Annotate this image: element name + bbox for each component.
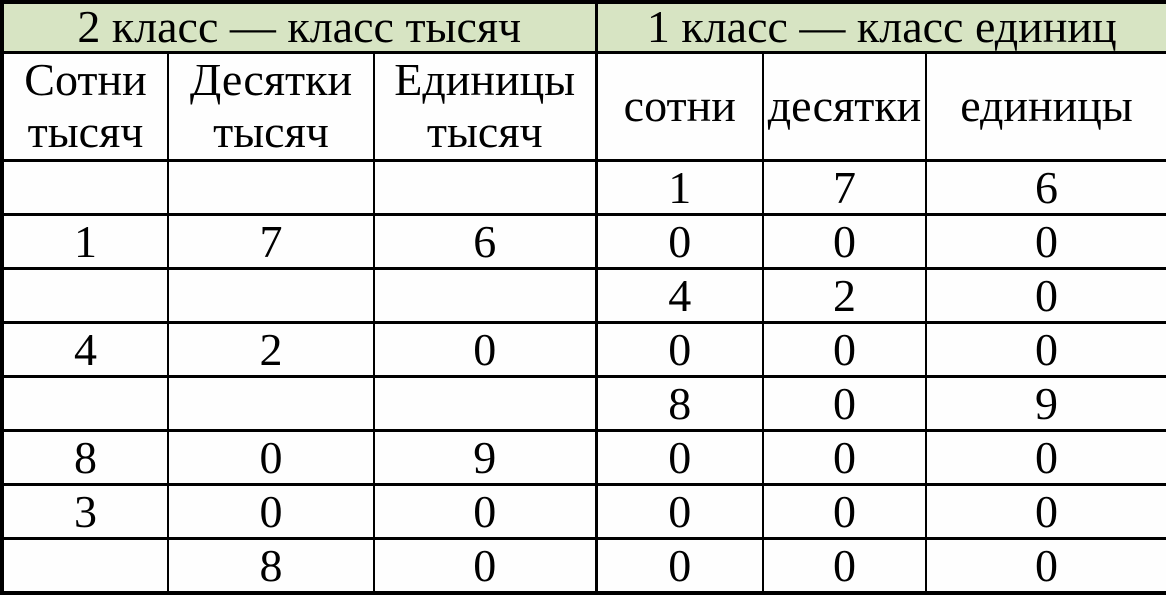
digit-cell [167, 159, 375, 217]
digit-cell: 6 [925, 159, 1166, 217]
digit-cell: 3 [1, 483, 169, 541]
digit-cell: 0 [762, 213, 927, 271]
digit-cell: 0 [762, 375, 927, 433]
digit-cell: 0 [925, 213, 1166, 271]
digit-cell [373, 267, 597, 325]
digit-cell [373, 375, 597, 433]
col-header-hundreds-of-thousands: Сотни тысяч [1, 50, 169, 163]
digit-cell: 0 [167, 429, 375, 487]
digit-cell: 0 [594, 537, 764, 595]
table-row: 1 7 6 0 0 0 [1, 213, 1166, 271]
digit-cell: 0 [762, 537, 927, 595]
digit-cell [373, 159, 597, 217]
class-1-units-header: 1 класс — класс единиц [594, 0, 1166, 54]
digit-cell: 7 [762, 159, 927, 217]
class-header-row: 2 класс — класс тысяч 1 класс — класс ед… [1, 0, 1166, 54]
table-row: 8 0 9 [1, 375, 1166, 433]
digit-cell: 0 [925, 537, 1166, 595]
digit-cell: 0 [925, 321, 1166, 379]
digit-cell [1, 537, 169, 595]
digit-cell: 0 [373, 321, 597, 379]
digit-cell: 6 [373, 213, 597, 271]
digit-cell: 2 [762, 267, 927, 325]
digit-cell: 0 [594, 483, 764, 541]
digit-cell: 0 [762, 483, 927, 541]
digit-cell: 9 [373, 429, 597, 487]
digit-cell [167, 267, 375, 325]
digit-cell: 2 [167, 321, 375, 379]
table-row: 4 2 0 0 0 0 [1, 321, 1166, 379]
col-header-units-of-thousands: Единицы тысяч [373, 50, 597, 163]
digit-cell: 8 [1, 429, 169, 487]
digit-cell: 0 [373, 483, 597, 541]
digit-cell [1, 375, 169, 433]
digit-cell: 0 [762, 429, 927, 487]
col-header-units: единицы [925, 50, 1166, 163]
digit-cell: 4 [1, 321, 169, 379]
col-header-tens-of-thousands: Десятки тысяч [167, 50, 375, 163]
digit-cell: 0 [594, 213, 764, 271]
column-header-row: Сотни тысяч Десятки тысяч Единицы тысяч … [1, 50, 1166, 163]
table-row: 4 2 0 [1, 267, 1166, 325]
table-row: 1 7 6 [1, 159, 1166, 217]
col-header-hundreds: сотни [594, 50, 764, 163]
digit-cell: 0 [762, 321, 927, 379]
digit-cell: 1 [594, 159, 764, 217]
table-row: 8 0 0 0 0 [1, 537, 1166, 595]
digit-cell: 1 [1, 213, 169, 271]
digit-cell: 0 [925, 267, 1166, 325]
digit-cell: 0 [594, 321, 764, 379]
digit-cell: 0 [925, 429, 1166, 487]
col-header-tens: десятки [762, 50, 927, 163]
digit-cell: 0 [925, 483, 1166, 541]
table-row: 3 0 0 0 0 0 [1, 483, 1166, 541]
class-2-thousands-header: 2 класс — класс тысяч [1, 0, 597, 54]
digit-cell: 9 [925, 375, 1166, 433]
digit-cell: 8 [594, 375, 764, 433]
digit-cell [1, 159, 169, 217]
digit-cell: 0 [373, 537, 597, 595]
digit-cell: 8 [167, 537, 375, 595]
digit-cell: 0 [167, 483, 375, 541]
digit-cell: 7 [167, 213, 375, 271]
digit-cell: 0 [594, 429, 764, 487]
digit-cell [167, 375, 375, 433]
digit-cell [1, 267, 169, 325]
table-row: 8 0 9 0 0 0 [1, 429, 1166, 487]
digit-cell: 4 [594, 267, 764, 325]
